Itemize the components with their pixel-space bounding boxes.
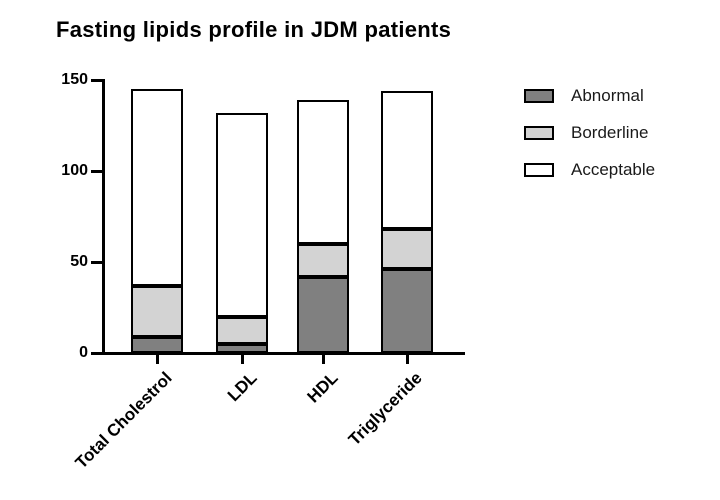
y-axis-line	[101, 78, 105, 355]
legend-row-borderline: Borderline	[524, 123, 655, 142]
bar-hdl-borderline	[297, 243, 349, 277]
bar-total-cholestrol-acceptable	[131, 89, 183, 286]
y-tick-label: 50	[70, 253, 88, 270]
bar-hdl-abnormal	[297, 276, 349, 353]
bar-triglyceride-borderline	[381, 229, 433, 270]
bar-ldl-borderline	[216, 316, 268, 344]
y-tick-label: 0	[79, 344, 88, 361]
y-tick	[91, 260, 103, 264]
bar-total-cholestrol-abnormal	[131, 336, 183, 353]
legend-row-acceptable: Acceptable	[524, 160, 656, 179]
y-tick-label: 150	[61, 71, 88, 88]
legend-row-abnormal: Abnormal	[524, 86, 655, 105]
legend-label-abnormal: Abnormal	[571, 86, 644, 105]
x-tick	[405, 353, 409, 364]
bar-hdl-acceptable	[297, 100, 349, 244]
legend-label-borderline: Borderline	[571, 123, 649, 142]
x-tick	[321, 353, 325, 364]
legend: Abnormal Borderline Acceptable	[524, 86, 656, 199]
legend-label-acceptable: Acceptable	[571, 160, 656, 179]
x-axis-line	[91, 351, 465, 355]
y-tick-label: 100	[61, 162, 88, 179]
y-tick	[91, 169, 103, 173]
bar-triglyceride-abnormal	[381, 269, 433, 353]
y-tick	[91, 78, 103, 82]
bar-ldl-acceptable	[216, 112, 268, 317]
legend-swatch-abnormal	[524, 88, 554, 103]
bar-triglyceride-acceptable	[381, 90, 433, 230]
chart-title: Fasting lipids profile in JDM patients	[56, 17, 452, 42]
x-tick	[155, 353, 159, 364]
legend-swatch-borderline	[524, 125, 554, 140]
bar-ldl-abnormal	[216, 343, 268, 353]
bar-total-cholestrol-borderline	[131, 285, 183, 337]
y-tick	[91, 351, 103, 355]
x-tick	[240, 353, 244, 364]
legend-swatch-acceptable	[524, 162, 554, 177]
